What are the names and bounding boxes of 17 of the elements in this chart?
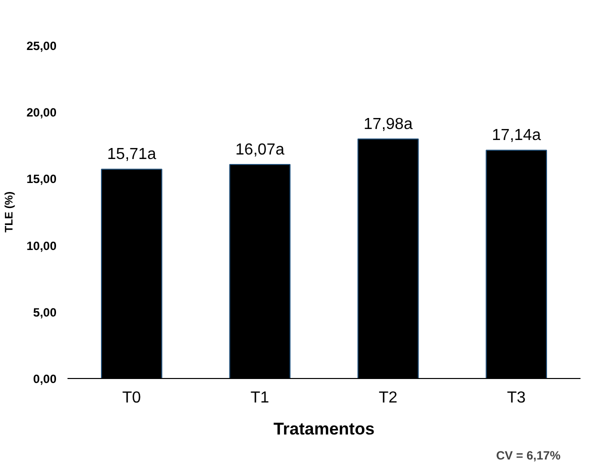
data-label: 16,07a bbox=[235, 141, 284, 158]
text: CV = 6,17% bbox=[496, 448, 561, 462]
y-axis-title: TLE (%) bbox=[3, 191, 16, 232]
x-tick-label: T1 bbox=[250, 390, 270, 406]
y-tick-label: 5,00 bbox=[33, 305, 57, 320]
y-tick-label: 25,00 bbox=[26, 39, 57, 53]
y-tick-label: 0,00 bbox=[33, 372, 57, 386]
y-tick-label: 10,00 bbox=[26, 238, 57, 253]
x-tick-label: T3 bbox=[507, 390, 526, 406]
y-tick-label: 15,00 bbox=[26, 172, 57, 186]
data-label: 15,71a bbox=[107, 146, 156, 164]
x-tick-label: T0 bbox=[122, 390, 142, 406]
x-axis-title: Tratamentos bbox=[273, 420, 375, 438]
data-label: 17,14a bbox=[492, 127, 541, 144]
x-tick-label: T2 bbox=[378, 390, 398, 406]
y-tick-label: 20,00 bbox=[26, 106, 57, 120]
data-label: 17,98a bbox=[364, 116, 413, 134]
